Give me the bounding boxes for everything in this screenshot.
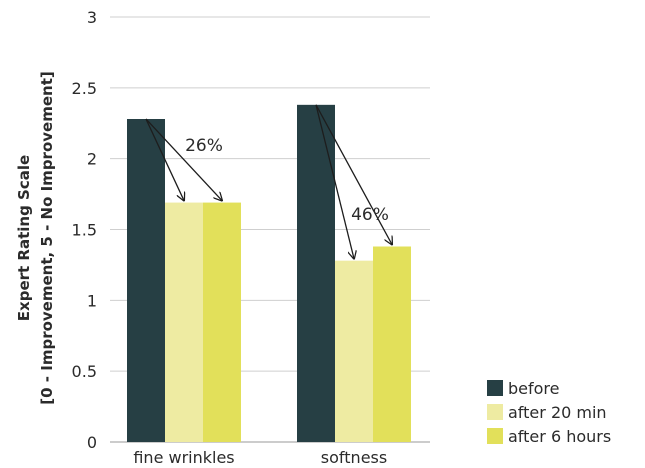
annotation-arrow xyxy=(315,104,354,259)
y-tick-label: 1.5 xyxy=(72,221,97,240)
annotation-arrows xyxy=(145,104,392,259)
y-axis-label-line2: [0 - Improvement, 5 - No Improvement] xyxy=(38,71,56,404)
category-labels: fine wrinkles softness xyxy=(133,448,387,467)
category-label: fine wrinkles xyxy=(133,448,234,467)
annotation-arrow xyxy=(315,104,392,245)
legend-label: before xyxy=(508,379,560,398)
bar-fine-wrinkles-after-6-hours xyxy=(203,202,241,442)
annotation-label: 46% xyxy=(351,205,389,225)
bar-fine-wrinkles-before xyxy=(127,119,165,442)
annotation-arrow xyxy=(145,118,184,201)
category-label: softness xyxy=(321,448,387,467)
bar-softness-before xyxy=(297,104,335,442)
y-tick-label: 0 xyxy=(87,433,97,452)
annotation-labels: 26% 46% xyxy=(185,136,389,225)
y-axis-label: Expert Rating Scale [0 - Improvement, 5 … xyxy=(15,71,56,404)
y-axis-label-line1: Expert Rating Scale xyxy=(15,155,33,321)
legend: before after 20 min after 6 hours xyxy=(487,379,611,446)
y-tick-label: 2.5 xyxy=(72,79,97,98)
legend-swatch xyxy=(487,380,503,396)
y-tick-label: 1 xyxy=(87,291,97,310)
legend-swatch xyxy=(487,428,503,444)
legend-label: after 6 hours xyxy=(508,427,611,446)
bars xyxy=(127,104,411,442)
annotation-arrow xyxy=(145,118,222,201)
legend-label: after 20 min xyxy=(508,403,607,422)
y-tick-label: 3 xyxy=(87,8,97,27)
legend-swatch xyxy=(487,404,503,420)
y-tick-label: 0.5 xyxy=(72,362,97,381)
bar-softness-after-6-hours xyxy=(373,246,411,442)
y-tick-labels: 0 0.5 1 1.5 2 2.5 3 xyxy=(72,8,97,452)
bar-fine-wrinkles-after-20-min xyxy=(165,202,203,442)
annotation-label: 26% xyxy=(185,136,223,156)
y-tick-label: 2 xyxy=(87,150,97,169)
bar-softness-after-20-min xyxy=(335,260,373,442)
